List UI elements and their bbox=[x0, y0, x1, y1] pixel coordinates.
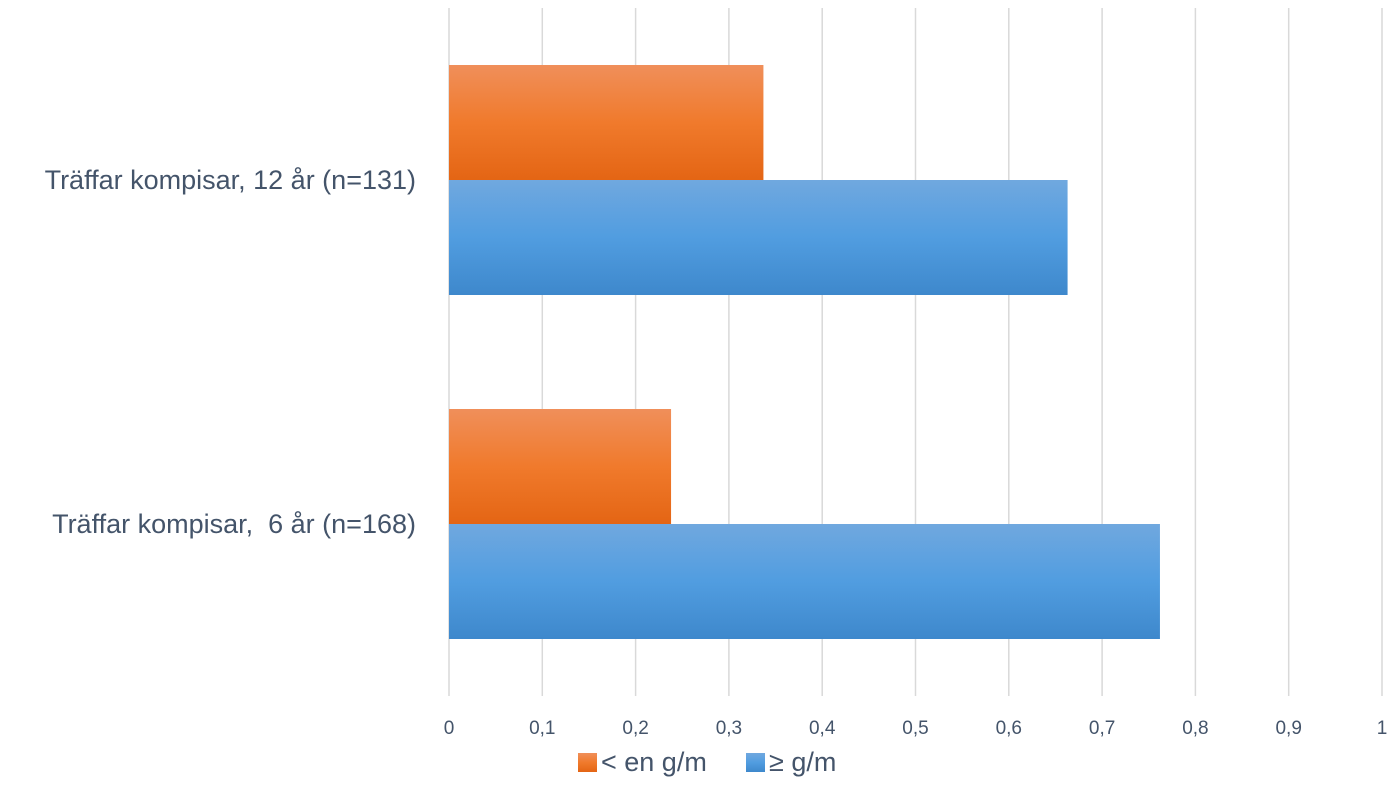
bars bbox=[449, 65, 1160, 639]
legend: < en g/m ≥ g/m bbox=[578, 747, 836, 777]
x-tick-label: 0,5 bbox=[902, 718, 928, 739]
legend-swatch bbox=[746, 753, 765, 772]
category-labels: Träffar kompisar, 12 år (n=131) Träffar k… bbox=[45, 165, 416, 539]
x-tick-label: 0,2 bbox=[622, 718, 648, 739]
x-axis-tick-labels: 0 0,1 0,2 0,3 0,4 0,5 0,6 0,7 0,8 0,9 1 bbox=[444, 718, 1388, 739]
category-label: Träffar kompisar, 12 år (n=131) bbox=[45, 165, 416, 195]
x-tick-label: 0,3 bbox=[716, 718, 742, 739]
bar bbox=[449, 524, 1160, 639]
x-tick-label: 0,7 bbox=[1089, 718, 1115, 739]
x-tick-label: 0 bbox=[444, 718, 455, 739]
category-label: Träffar kompisar, 6 år (n=168) bbox=[52, 509, 416, 539]
bar bbox=[449, 409, 672, 524]
x-tick-label: 1 bbox=[1377, 718, 1388, 739]
legend-label: ≥ g/m bbox=[769, 747, 836, 777]
bar bbox=[449, 65, 764, 180]
legend-label: < en g/m bbox=[601, 747, 707, 777]
x-tick-label: 0,1 bbox=[529, 718, 555, 739]
x-tick-label: 0,8 bbox=[1182, 718, 1208, 739]
legend-swatch bbox=[578, 753, 597, 772]
bar bbox=[449, 180, 1068, 295]
x-tick-label: 0,9 bbox=[1275, 718, 1301, 739]
x-tick-label: 0,4 bbox=[809, 718, 836, 739]
x-tick-label: 0,6 bbox=[996, 718, 1022, 739]
